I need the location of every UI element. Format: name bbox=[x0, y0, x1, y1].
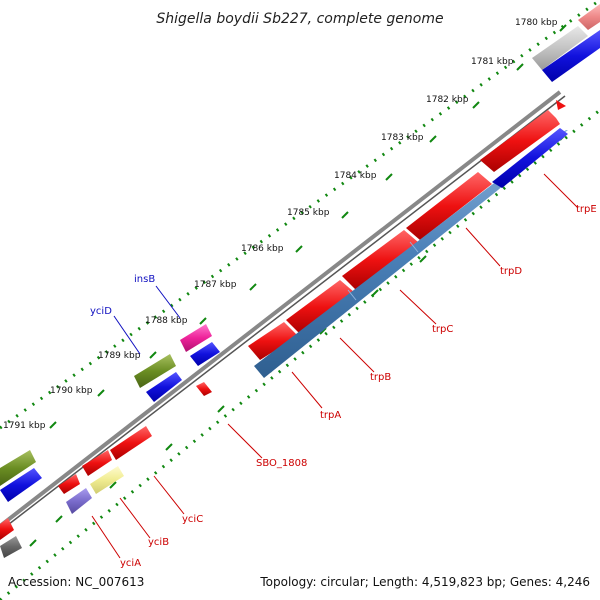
gene-label-yciD: yciD bbox=[90, 306, 112, 317]
backbone-inner bbox=[0, 95, 566, 532]
gene-feature-blue-left[interactable] bbox=[0, 468, 42, 502]
kbp-label: 1786 kbp bbox=[241, 244, 284, 254]
kbp-label: 1781 kbp bbox=[471, 57, 514, 67]
gene-feature-yciD-reverse[interactable] bbox=[146, 372, 182, 402]
gene-label-yciB: yciB bbox=[148, 537, 169, 548]
kbp-label: 1783 kbp bbox=[381, 133, 424, 143]
gene-feature-gray[interactable] bbox=[532, 26, 588, 70]
gene-feature-yciB-forward[interactable] bbox=[82, 450, 112, 476]
kbp-label: 1782 kbp bbox=[426, 95, 469, 105]
gene-feature-yciA-forward[interactable] bbox=[58, 474, 80, 494]
gene-feature-trpE-forward[interactable] bbox=[480, 110, 560, 172]
gene-feature-trp-operon[interactable] bbox=[254, 130, 568, 378]
kbp-labels: 1780 kbp 1781 kbp 1782 kbp 1783 kbp 1784… bbox=[3, 18, 558, 431]
gene-feature-insB-reverse[interactable] bbox=[190, 342, 220, 366]
kbp-label: 1784 kbp bbox=[334, 171, 377, 181]
gene-leader-lines bbox=[91, 173, 579, 559]
gene-label-insB: insB bbox=[134, 274, 155, 285]
kbp-label: 1787 kbp bbox=[194, 280, 237, 290]
gene-feature-trpB-forward[interactable] bbox=[286, 280, 354, 334]
gene-label-trpB: trpB bbox=[370, 372, 391, 383]
kbp-label: 1788 kbp bbox=[145, 316, 188, 326]
gene-feature-trpD-forward[interactable] bbox=[406, 172, 492, 240]
strand-marker bbox=[556, 100, 566, 110]
inner-tick-track bbox=[0, 108, 600, 600]
kbp-label: 1785 kbp bbox=[287, 208, 330, 218]
genome-summary-text: Topology: circular; Length: 4,519,823 bp… bbox=[259, 575, 590, 589]
gene-label-trpD: trpD bbox=[500, 266, 522, 277]
gene-feature-yciC[interactable] bbox=[110, 426, 152, 460]
gene-feature-yciD[interactable] bbox=[134, 354, 176, 388]
gene-leader-lines-blue bbox=[113, 285, 181, 355]
gene-label-trpE: trpE bbox=[576, 204, 597, 215]
gene-feature-pink[interactable] bbox=[578, 4, 600, 30]
gene-feature-trpC-forward[interactable] bbox=[342, 230, 418, 290]
gene-feature-olive-left[interactable] bbox=[0, 450, 36, 486]
gene-feature-yciB[interactable] bbox=[90, 466, 124, 494]
gene-feature-trpE-reverse[interactable] bbox=[492, 128, 568, 188]
kbp-label: 1780 kbp bbox=[515, 18, 558, 28]
accession-text: Accession: NC_007613 bbox=[8, 575, 144, 589]
trp-forward-genes bbox=[248, 110, 560, 360]
kbp-label: 1789 kbp bbox=[98, 351, 141, 361]
gene-label-trpA: trpA bbox=[320, 410, 341, 421]
gene-feature-sbo-1808[interactable] bbox=[196, 382, 212, 396]
gene-feature-yciA[interactable] bbox=[66, 488, 92, 514]
gene-feature-gray-left[interactable] bbox=[0, 536, 22, 558]
gene-feature-insB[interactable] bbox=[180, 324, 212, 352]
gene-label-yciA: yciA bbox=[120, 558, 141, 569]
backbone-outer bbox=[0, 90, 562, 528]
gene-feature-red-left[interactable] bbox=[0, 518, 14, 540]
gene-label-trpC: trpC bbox=[432, 324, 453, 335]
map-title: Shigella boydii Sb227, complete genome bbox=[156, 11, 443, 27]
gene-feature-trpA-forward[interactable] bbox=[248, 322, 298, 360]
operon-divider bbox=[409, 241, 419, 253]
kbp-label: 1791 kbp bbox=[3, 421, 46, 431]
kbp-label: 1790 kbp bbox=[50, 386, 93, 396]
kbp-major-ticks bbox=[29, 24, 567, 547]
operon-divider bbox=[347, 289, 357, 301]
gene-label-yciC: yciC bbox=[182, 514, 203, 525]
gene-label-sbo-1808: SBO_1808 bbox=[256, 458, 307, 469]
gene-feature-blue-top[interactable] bbox=[542, 30, 600, 82]
